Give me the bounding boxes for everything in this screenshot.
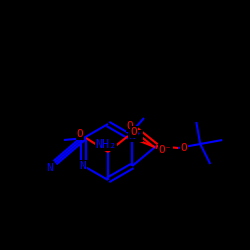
Text: O⁻: O⁻ bbox=[158, 145, 172, 155]
Text: N: N bbox=[46, 163, 53, 173]
Text: O: O bbox=[181, 143, 188, 153]
Text: N⁺: N⁺ bbox=[128, 131, 142, 141]
Text: O: O bbox=[130, 127, 138, 137]
Text: O: O bbox=[76, 129, 84, 139]
Text: O: O bbox=[127, 121, 134, 131]
Text: N: N bbox=[80, 161, 86, 171]
Text: NH₂: NH₂ bbox=[95, 138, 117, 150]
